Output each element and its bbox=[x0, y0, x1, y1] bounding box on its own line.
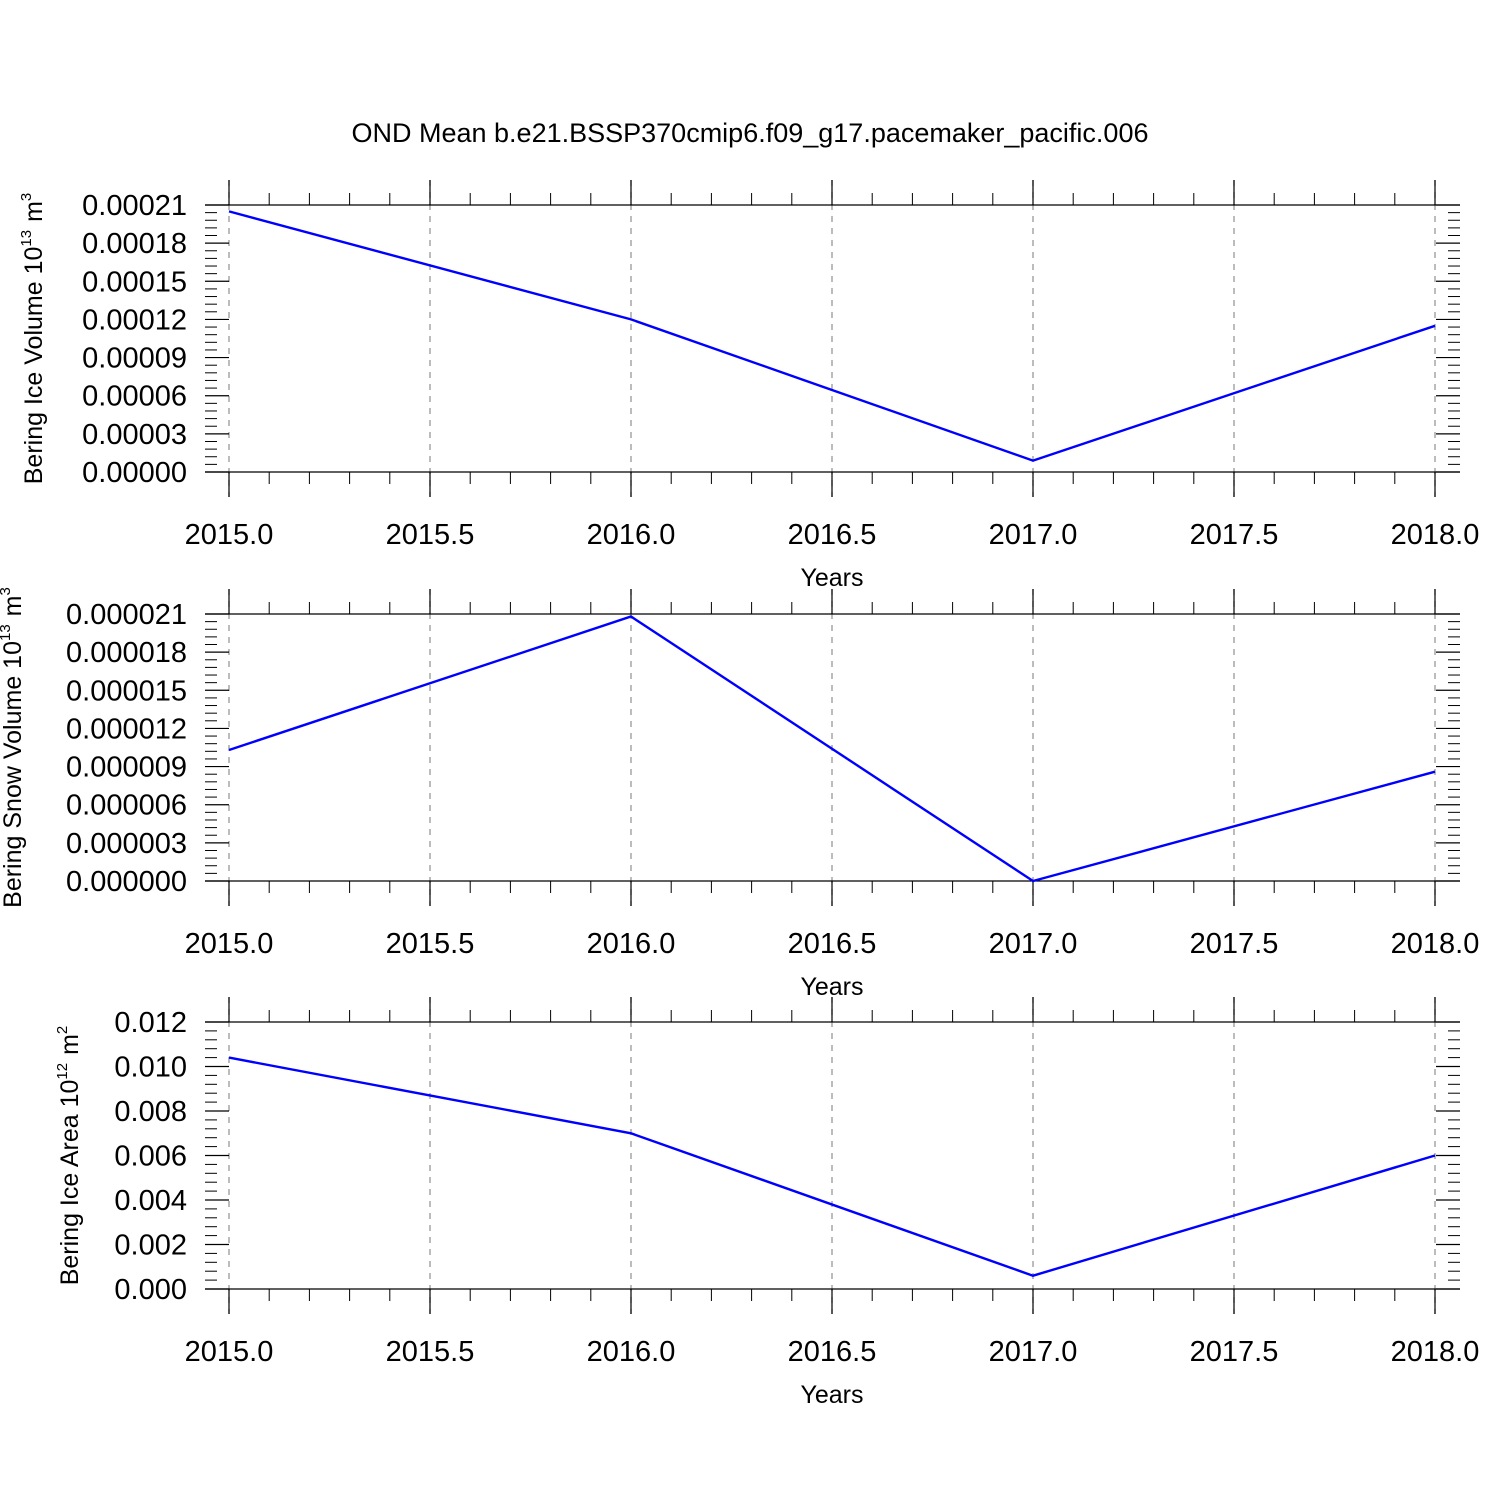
x-tick-label: 2016.5 bbox=[788, 1336, 877, 1368]
x-tick-label: 2017.5 bbox=[1190, 519, 1279, 551]
chart-title: OND Mean b.e21.BSSP370cmip6.f09_g17.pace… bbox=[352, 118, 1149, 148]
y-tick-label: 0.000009 bbox=[66, 752, 187, 784]
y-axis-title-unit: m bbox=[0, 595, 27, 616]
y-tick-label: 0.000018 bbox=[66, 637, 187, 669]
x-tick-label: 2015.5 bbox=[386, 519, 475, 551]
y-axis-title: Bering Ice Volume 1013 m3 bbox=[18, 193, 48, 485]
y-tick-label: 0.00021 bbox=[82, 190, 187, 222]
x-tick-label: 2015.5 bbox=[386, 928, 475, 960]
x-tick-label: 2017.5 bbox=[1190, 928, 1279, 960]
series-line bbox=[228, 615, 1436, 883]
y-tick-label: 0.000021 bbox=[66, 599, 187, 631]
y-tick-label: 0.000012 bbox=[66, 713, 187, 745]
panel-3: 0.000 0.002 0.004 0.006 0.008 0.010 0.012 2015.… bbox=[54, 997, 1479, 1409]
x-tick-label: 2018.0 bbox=[1391, 519, 1480, 551]
y-tick-label: 0.004 bbox=[114, 1185, 187, 1217]
y-tick-label: 0.00012 bbox=[82, 304, 187, 336]
y-tick-label: 0.010 bbox=[114, 1052, 187, 1084]
y-axis-title-exponent: 12 bbox=[54, 1063, 71, 1080]
series-line bbox=[228, 1056, 1436, 1277]
y-tick-label: 0.008 bbox=[114, 1096, 187, 1128]
y-tick-label: 0.00015 bbox=[82, 266, 187, 298]
y-tick-label: 0.00018 bbox=[82, 228, 187, 260]
x-tick-label: 2015.0 bbox=[185, 928, 274, 960]
y-axis-title-unit: m bbox=[20, 201, 48, 222]
y-tick-label: 0.000003 bbox=[66, 828, 187, 860]
x-axis-title: Years bbox=[800, 973, 863, 1001]
y-tick-label: 0.000015 bbox=[66, 675, 187, 707]
x-tick-label: 2016.0 bbox=[587, 1336, 676, 1368]
chart-panels: 0.000000.000030.000060.000090.000120.000… bbox=[0, 180, 1479, 1409]
x-tick-label: 2017.0 bbox=[989, 1336, 1078, 1368]
series-line bbox=[228, 210, 1436, 462]
y-axis-title: Bering Snow Volume 1013 m3 bbox=[0, 587, 27, 908]
x-tick-label: 2016.5 bbox=[788, 519, 877, 551]
panel-2: 0.000000 0.000003 0.000006 0.000009 0.000012… bbox=[0, 587, 1479, 1001]
y-axis-title-unit-exponent: 3 bbox=[0, 587, 14, 595]
y-tick-label: 0.00009 bbox=[82, 343, 187, 375]
x-tick-label: 2015.0 bbox=[185, 1336, 274, 1368]
y-tick-label: 0.000 bbox=[114, 1274, 187, 1306]
x-tick-label: 2018.0 bbox=[1391, 928, 1480, 960]
y-tick-label: 0.006 bbox=[114, 1141, 187, 1173]
y-tick-label: 0.000006 bbox=[66, 790, 187, 822]
y-axis-title-text: Bering Ice Area 10 bbox=[56, 1080, 84, 1286]
y-axis-title-unit-exponent: 3 bbox=[18, 193, 35, 201]
x-tick-label: 2016.0 bbox=[587, 928, 676, 960]
y-tick-label: 0.00006 bbox=[82, 381, 187, 413]
x-tick-label: 2016.0 bbox=[587, 519, 676, 551]
y-axis-title-exponent: 13 bbox=[0, 624, 14, 641]
y-axis-title-unit: m bbox=[56, 1034, 84, 1055]
x-tick-label: 2015.0 bbox=[185, 519, 274, 551]
x-tick-label: 2017.5 bbox=[1190, 1336, 1279, 1368]
x-tick-label: 2017.0 bbox=[989, 519, 1078, 551]
y-axis-title-exponent: 13 bbox=[18, 230, 35, 247]
y-axis-title-text: Bering Ice Volume 10 bbox=[20, 247, 48, 485]
x-tick-label: 2018.0 bbox=[1391, 1336, 1480, 1368]
y-tick-label: 0.00000 bbox=[82, 457, 187, 489]
x-axis-title: Years bbox=[800, 564, 863, 592]
y-tick-label: 0.000000 bbox=[66, 866, 187, 898]
y-tick-label: 0.00003 bbox=[82, 419, 187, 451]
y-axis-title: Bering Ice Area 1012 m2 bbox=[54, 1026, 84, 1286]
x-tick-label: 2017.0 bbox=[989, 928, 1078, 960]
y-axis-title-text: Bering Snow Volume 10 bbox=[0, 641, 27, 908]
y-tick-label: 0.012 bbox=[114, 1007, 187, 1039]
x-axis-title: Years bbox=[800, 1381, 863, 1409]
x-tick-label: 2015.5 bbox=[386, 1336, 475, 1368]
panel-1: 0.00000 0.00003 0.00006 0.00009 0.00012 0.000… bbox=[18, 180, 1479, 592]
y-tick-label: 0.002 bbox=[114, 1230, 187, 1262]
y-axis-title-unit-exponent: 2 bbox=[54, 1026, 71, 1034]
x-tick-label: 2016.5 bbox=[788, 928, 877, 960]
